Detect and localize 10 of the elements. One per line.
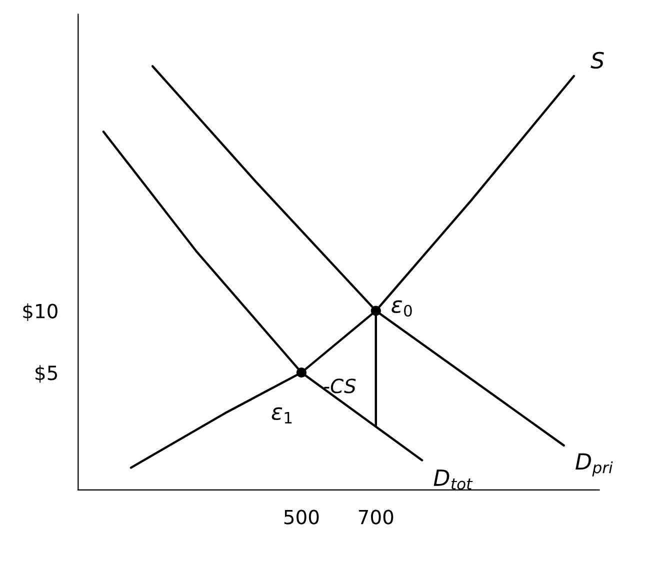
annotation: ε$_{0}$ — [392, 300, 412, 317]
y-tick-label: $10 — [23, 303, 58, 322]
y-tick-label: $5 — [36, 365, 58, 383]
annotation: ε$_{1}$ — [272, 407, 292, 424]
series-label: D$_{tot}$ — [434, 470, 473, 490]
series-label: S — [590, 52, 604, 69]
x-tick-label: 500 — [284, 510, 319, 524]
annotation: -CS — [324, 378, 356, 394]
x-tick-label: 700 — [358, 510, 394, 524]
series-label: D$_{pri}$ — [576, 453, 613, 476]
